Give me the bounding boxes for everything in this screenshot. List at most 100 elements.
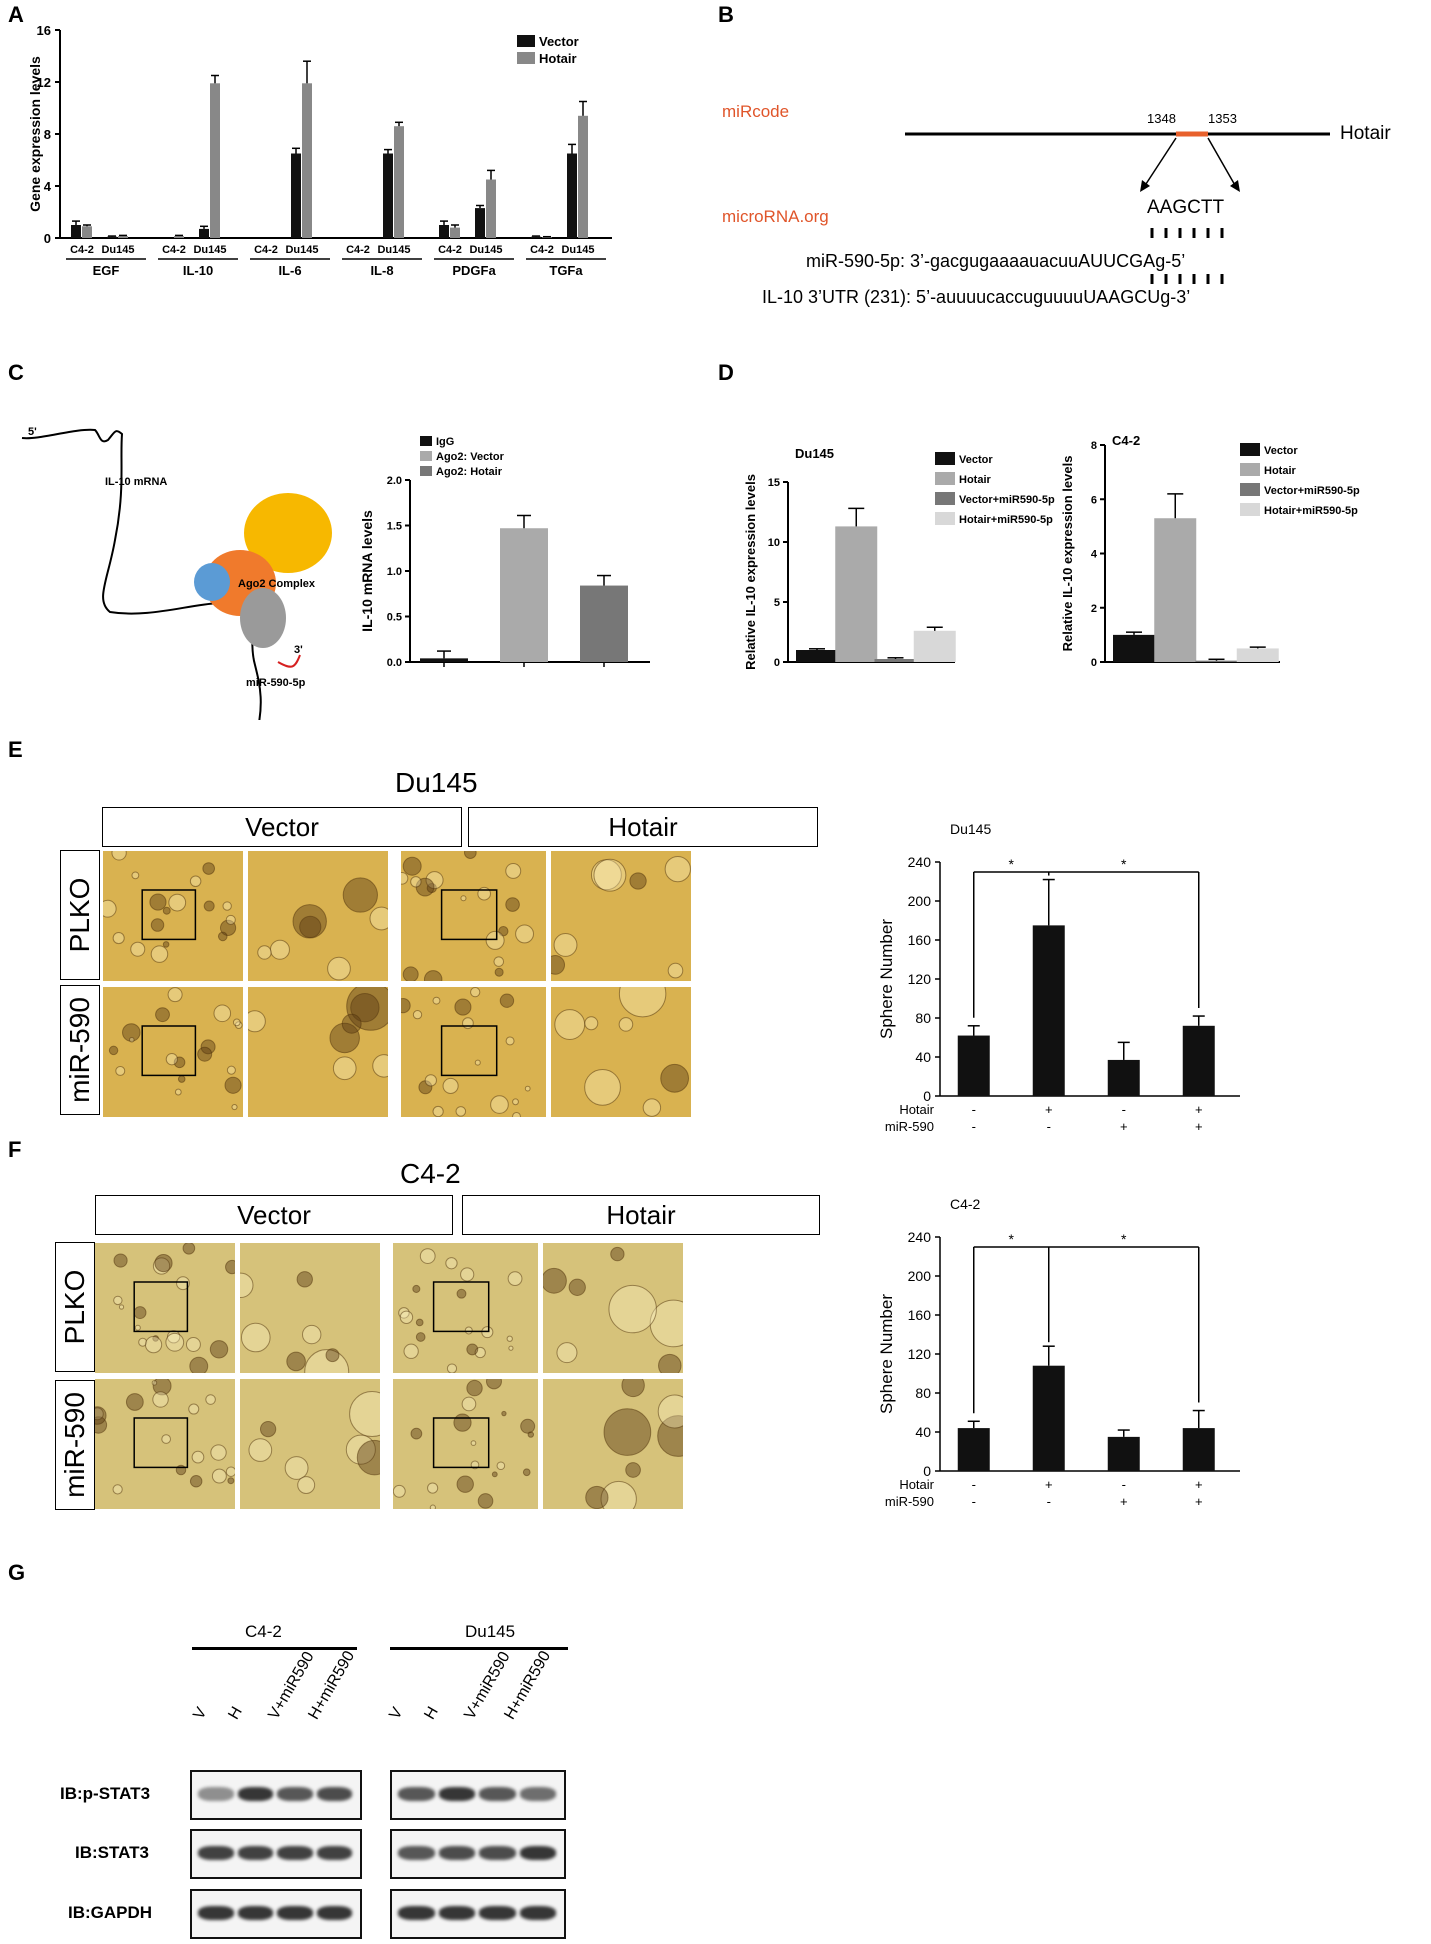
cell-sphere <box>154 1253 173 1273</box>
a-cell-label: C4-2 <box>346 244 370 256</box>
cell-sphere <box>415 1318 424 1327</box>
e-vector-header: Vector <box>102 807 462 847</box>
d-c42-ytick-label: 0 <box>1091 657 1097 669</box>
g-group-du145: Du145 <box>465 1622 516 1641</box>
cell-sphere <box>189 875 202 887</box>
cell-sphere <box>485 930 505 950</box>
a-bar-vector <box>199 228 209 238</box>
micrograph-image <box>401 851 546 981</box>
cell-sphere <box>512 1098 519 1106</box>
cell-sphere <box>445 1257 458 1270</box>
micrograph-image <box>248 987 388 1117</box>
micrograph-image <box>543 1379 683 1509</box>
cell-sphere <box>455 1106 467 1117</box>
cell-sphere <box>442 1077 459 1094</box>
a-ytick-label: 0 <box>44 231 51 246</box>
cell-sphere <box>332 1056 357 1081</box>
blot-band <box>479 1787 516 1801</box>
cell-sphere <box>543 1267 567 1294</box>
cell-sphere <box>401 997 411 1014</box>
cell-sphere <box>304 1349 350 1373</box>
cell-sphere <box>227 1477 235 1485</box>
e-hotair-sign: - <box>1122 1102 1126 1117</box>
cell-sphere <box>125 1393 144 1411</box>
g-lane-label: H <box>421 1703 442 1723</box>
cell-sphere <box>456 1288 467 1299</box>
c-ylabel: IL-10 mRNA levels <box>359 510 375 632</box>
western-blot <box>190 1829 362 1879</box>
cell-sphere <box>456 1475 474 1493</box>
cell-sphere <box>432 996 441 1005</box>
cell-sphere <box>499 993 515 1008</box>
g-lane-label: V <box>190 1704 211 1723</box>
cell-sphere <box>150 945 169 963</box>
cell-sphere <box>454 998 472 1016</box>
a-cell-label: Du145 <box>377 244 410 256</box>
cell-sphere <box>551 955 566 975</box>
micrograph-image <box>95 1243 235 1373</box>
blot-band <box>519 1906 556 1920</box>
cell-sphere <box>342 877 378 913</box>
cell-sphere <box>603 1408 652 1456</box>
cell-sphere <box>226 1065 236 1075</box>
a-legend-swatch-hotair <box>517 52 535 64</box>
cell-sphere <box>625 1462 641 1478</box>
pos-end: 1353 <box>1208 111 1237 126</box>
cell-sphere <box>118 1304 125 1310</box>
g-lane-label: V <box>386 1704 407 1723</box>
cell-sphere <box>122 1023 141 1042</box>
cell-sphere <box>658 1353 682 1373</box>
a-cell-label: Du145 <box>285 244 318 256</box>
cell-sphere <box>224 1076 242 1094</box>
cell-sphere <box>205 1394 216 1405</box>
cell-sphere <box>269 939 290 960</box>
cell-sphere <box>608 1284 657 1334</box>
a-bar-vector <box>71 225 81 238</box>
blot-band <box>438 1846 475 1860</box>
cell-sphere <box>618 987 667 1018</box>
e-hotair-sign: + <box>1195 1102 1203 1117</box>
c-ytick-label: 1.0 <box>387 566 402 578</box>
d-c42-bar <box>1154 518 1197 662</box>
f-bar <box>1107 1436 1140 1471</box>
cell-sphere <box>403 1343 419 1359</box>
e-ytick-label: 120 <box>908 971 932 987</box>
cell-sphere <box>222 901 232 911</box>
cell-sphere <box>398 1307 410 1319</box>
d-c42-bar <box>1113 634 1155 662</box>
western-blot <box>390 1889 566 1939</box>
cell-sphere <box>341 1013 362 1034</box>
f-star-right: * <box>1121 1231 1127 1247</box>
f-ytick-label: 240 <box>908 1229 932 1245</box>
cell-sphere <box>173 1056 186 1069</box>
cell-sphere <box>95 1406 107 1425</box>
micrograph-image <box>248 851 388 981</box>
cell-sphere <box>209 1340 229 1359</box>
e-star-right: * <box>1121 856 1127 872</box>
complex-grey-subunit <box>240 588 286 648</box>
blot-band <box>198 1906 234 1920</box>
cell-sphere <box>155 1007 170 1023</box>
micrograph-image <box>401 987 546 1117</box>
ago2-complex-schematic: 5' IL-10 mRNA Ago2 Complex 3' miR-590-5p <box>21 426 332 720</box>
arrow-right <box>1207 137 1237 188</box>
cell-sphere <box>112 932 125 945</box>
blot-band <box>398 1787 435 1801</box>
f-star-left: * <box>1009 1231 1015 1247</box>
blot-band <box>277 1846 313 1860</box>
zoom-box <box>141 1025 197 1077</box>
cell-sphere <box>369 906 388 931</box>
d-c42-bar <box>1195 660 1238 662</box>
cell-sphere <box>393 1484 406 1498</box>
cell-sphere <box>505 1036 515 1046</box>
a-ytick-label: 4 <box>44 179 52 194</box>
cell-sphere <box>427 1482 439 1494</box>
cell-sphere <box>329 1022 360 1054</box>
cell-sphere <box>522 1468 531 1477</box>
cell-sphere <box>553 933 578 957</box>
a-gene-label: IL-6 <box>278 263 301 278</box>
panel-label-g: G <box>8 1560 26 1585</box>
e-mir590-label: miR-590 <box>60 985 100 1115</box>
cell-sphere <box>248 1438 273 1462</box>
cell-sphere <box>556 1342 578 1364</box>
